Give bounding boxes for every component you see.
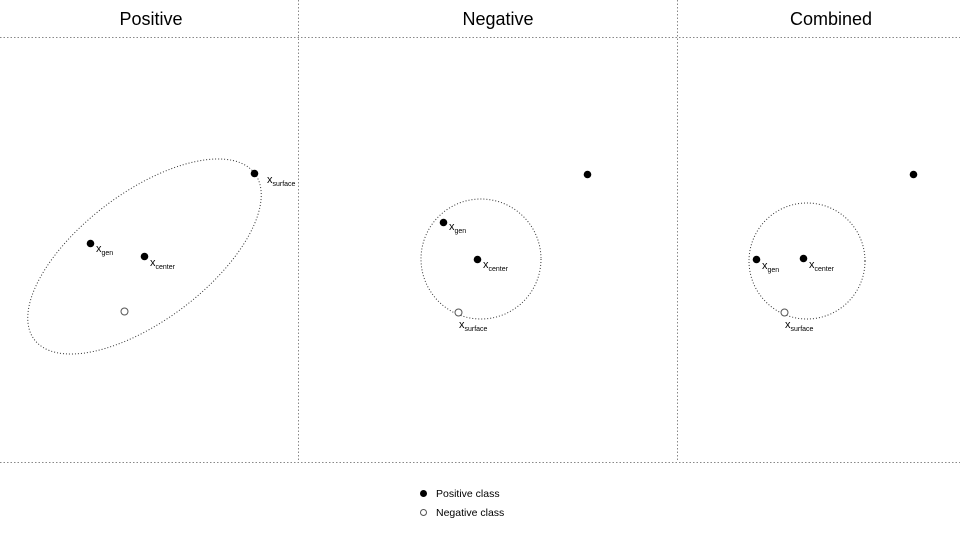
- panel-title-positive: Positive: [119, 9, 182, 29]
- negative-boundary-circle: [420, 198, 542, 320]
- point-x-surface: [250, 169, 259, 178]
- legend-item-negative: Negative class: [420, 503, 504, 522]
- point-x-center: [140, 252, 149, 261]
- panel-combined: xgen xcenter xsurface: [748, 170, 918, 333]
- panel-title-negative: Negative: [462, 9, 533, 29]
- label-x-gen: xgen: [96, 243, 113, 257]
- label-x-gen: xgen: [762, 260, 779, 274]
- panel-positive: xgen xcenter xsurface: [27, 158, 296, 355]
- legend-label: Positive class: [436, 487, 500, 500]
- point-x-surface: [780, 308, 789, 317]
- legend-item-positive: Positive class: [420, 484, 504, 503]
- combined-boundary-circle: [748, 202, 866, 320]
- filled-circle-icon: [420, 490, 427, 497]
- label-x-surface: xsurface: [785, 319, 814, 333]
- point-x-gen: [439, 218, 448, 227]
- point-x-center: [799, 254, 808, 263]
- legend-label: Negative class: [436, 506, 505, 519]
- label-x-center: xcenter: [809, 259, 835, 273]
- label-x-center: xcenter: [150, 257, 176, 271]
- panel-title-combined: Combined: [790, 9, 872, 29]
- point-outlier: [583, 170, 592, 179]
- label-x-gen: xgen: [449, 221, 466, 235]
- label-x-center: xcenter: [483, 259, 509, 273]
- point-outlier: [909, 170, 918, 179]
- point-x-surface: [454, 308, 463, 317]
- label-x-surface: xsurface: [267, 174, 296, 188]
- point-x-gen: [752, 255, 761, 264]
- hollow-circle-icon: [420, 509, 427, 516]
- legend: Positive class Negative class: [420, 484, 504, 522]
- panel-negative: xgen xcenter xsurface: [420, 170, 592, 333]
- point-x-center: [473, 255, 482, 264]
- label-x-surface: xsurface: [459, 319, 488, 333]
- point-x-gen: [86, 239, 95, 248]
- point-negative: [120, 307, 129, 316]
